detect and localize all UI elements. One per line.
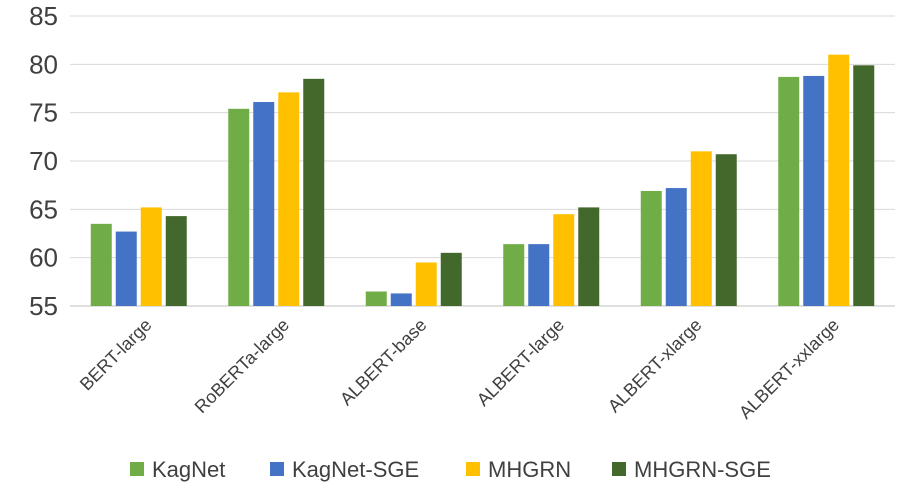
bar-mhgrn-roberta-large [278,92,300,306]
x-tick-label: RoBERTa-large [191,315,293,417]
legend-label: KagNet-SGE [292,457,419,482]
legend-item: KagNet [130,457,225,482]
bar-mhgrn-sge-albert-xxlarge [853,65,875,306]
bar-kagnet-roberta-large [228,108,250,306]
y-tick-label: 80 [29,49,58,79]
legend-item: MHGRN-SGE [612,457,771,482]
legend-swatch [466,462,480,476]
gridlines [70,15,895,307]
bar-kagnet-albert-xlarge [640,190,662,306]
bar-mhgrn-sge-roberta-large [303,78,325,306]
bar-kagnet-bert-large [90,223,112,306]
bar-kagnet-sge-albert-base [390,293,412,306]
bar-kagnet-sge-bert-large [115,231,137,306]
bar-mhgrn-sge-albert-xlarge [715,154,737,306]
y-tick-label: 55 [29,291,58,321]
legend-label: MHGRN [488,457,571,482]
bar-mhgrn-albert-xlarge [690,151,712,306]
y-tick-label: 70 [29,146,58,176]
legend-item: MHGRN [466,457,571,482]
bar-mhgrn-sge-bert-large [165,216,187,306]
y-tick-label: 85 [29,1,58,31]
x-tick-label: ALBERT-base [336,315,431,410]
legend-swatch [612,462,626,476]
bar-kagnet-sge-albert-xxlarge [803,75,825,306]
bar-mhgrn-sge-albert-base [440,252,462,306]
bar-mhgrn-sge-albert-large [578,207,600,306]
y-tick-label: 65 [29,194,58,224]
legend-swatch [130,462,144,476]
bar-mhgrn-albert-xxlarge [828,54,850,306]
bar-kagnet-sge-albert-xlarge [665,188,687,306]
x-tick-label: ALBERT-xxlarge [735,315,843,423]
legend: KagNet KagNet-SGE MHGRN MHGRN-SGE [130,457,771,482]
y-axis-tick-labels: 55 60 65 70 75 80 85 [29,1,58,321]
x-tick-label: ALBERT-large [473,315,568,410]
bar-mhgrn-bert-large [140,207,162,306]
x-tick-label: ALBERT-xlarge [604,315,706,417]
bar-kagnet-albert-base [365,291,387,306]
bar-mhgrn-albert-base [415,262,437,306]
legend-swatch [270,462,284,476]
y-tick-label: 60 [29,243,58,273]
bar-kagnet-albert-xxlarge [778,76,800,307]
legend-label: KagNet [152,457,225,482]
bars [90,54,875,307]
legend-item: KagNet-SGE [270,457,419,482]
legend-label: MHGRN-SGE [634,457,771,482]
x-axis-tick-labels: BERT-large RoBERTa-large ALBERT-base ALBERT… [76,315,843,423]
bar-kagnet-sge-roberta-large [253,102,275,307]
bar-kagnet-sge-albert-large [528,244,550,306]
y-tick-label: 75 [29,98,58,128]
x-tick-label: BERT-large [76,315,156,395]
bar-mhgrn-albert-large [553,214,575,306]
bar-kagnet-albert-large [503,244,525,306]
